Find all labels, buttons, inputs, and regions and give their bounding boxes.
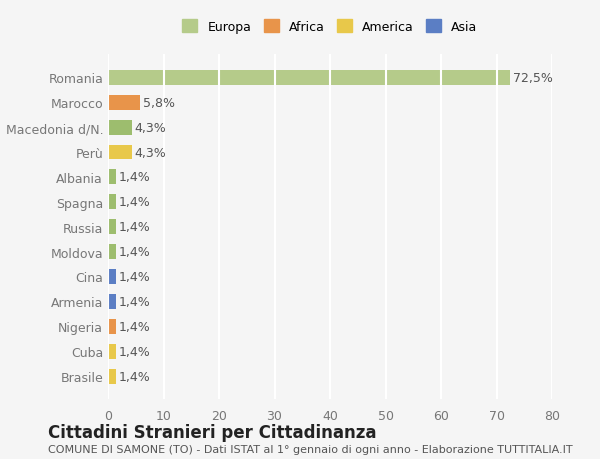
Text: 4,3%: 4,3% (134, 146, 166, 159)
Text: 1,4%: 1,4% (119, 196, 150, 209)
Bar (108, 71, 511, 86)
Bar (108, 269, 116, 284)
Bar (108, 220, 116, 235)
Bar (108, 245, 116, 259)
Text: 1,4%: 1,4% (119, 295, 150, 308)
Text: 5,8%: 5,8% (143, 96, 175, 110)
Text: 1,4%: 1,4% (119, 270, 150, 283)
Text: Cittadini Stranieri per Cittadinanza: Cittadini Stranieri per Cittadinanza (48, 423, 377, 441)
Text: 1,4%: 1,4% (119, 246, 150, 258)
Bar (108, 344, 116, 359)
Text: COMUNE DI SAMONE (TO) - Dati ISTAT al 1° gennaio di ogni anno - Elaborazione TUT: COMUNE DI SAMONE (TO) - Dati ISTAT al 1°… (48, 444, 572, 454)
Text: 1,4%: 1,4% (119, 345, 150, 358)
Text: 1,4%: 1,4% (119, 320, 150, 333)
Text: 1,4%: 1,4% (119, 370, 150, 383)
Bar (108, 319, 116, 334)
Bar (108, 120, 132, 135)
Text: 72,5%: 72,5% (513, 72, 553, 84)
Bar (108, 369, 116, 384)
Text: 1,4%: 1,4% (119, 221, 150, 234)
Text: 1,4%: 1,4% (119, 171, 150, 184)
Text: 4,3%: 4,3% (134, 121, 166, 134)
Legend: Europa, Africa, America, Asia: Europa, Africa, America, Asia (182, 20, 478, 34)
Bar (108, 95, 140, 111)
Bar (108, 294, 116, 309)
Bar (108, 195, 116, 210)
Bar (108, 145, 132, 160)
Bar (108, 170, 116, 185)
